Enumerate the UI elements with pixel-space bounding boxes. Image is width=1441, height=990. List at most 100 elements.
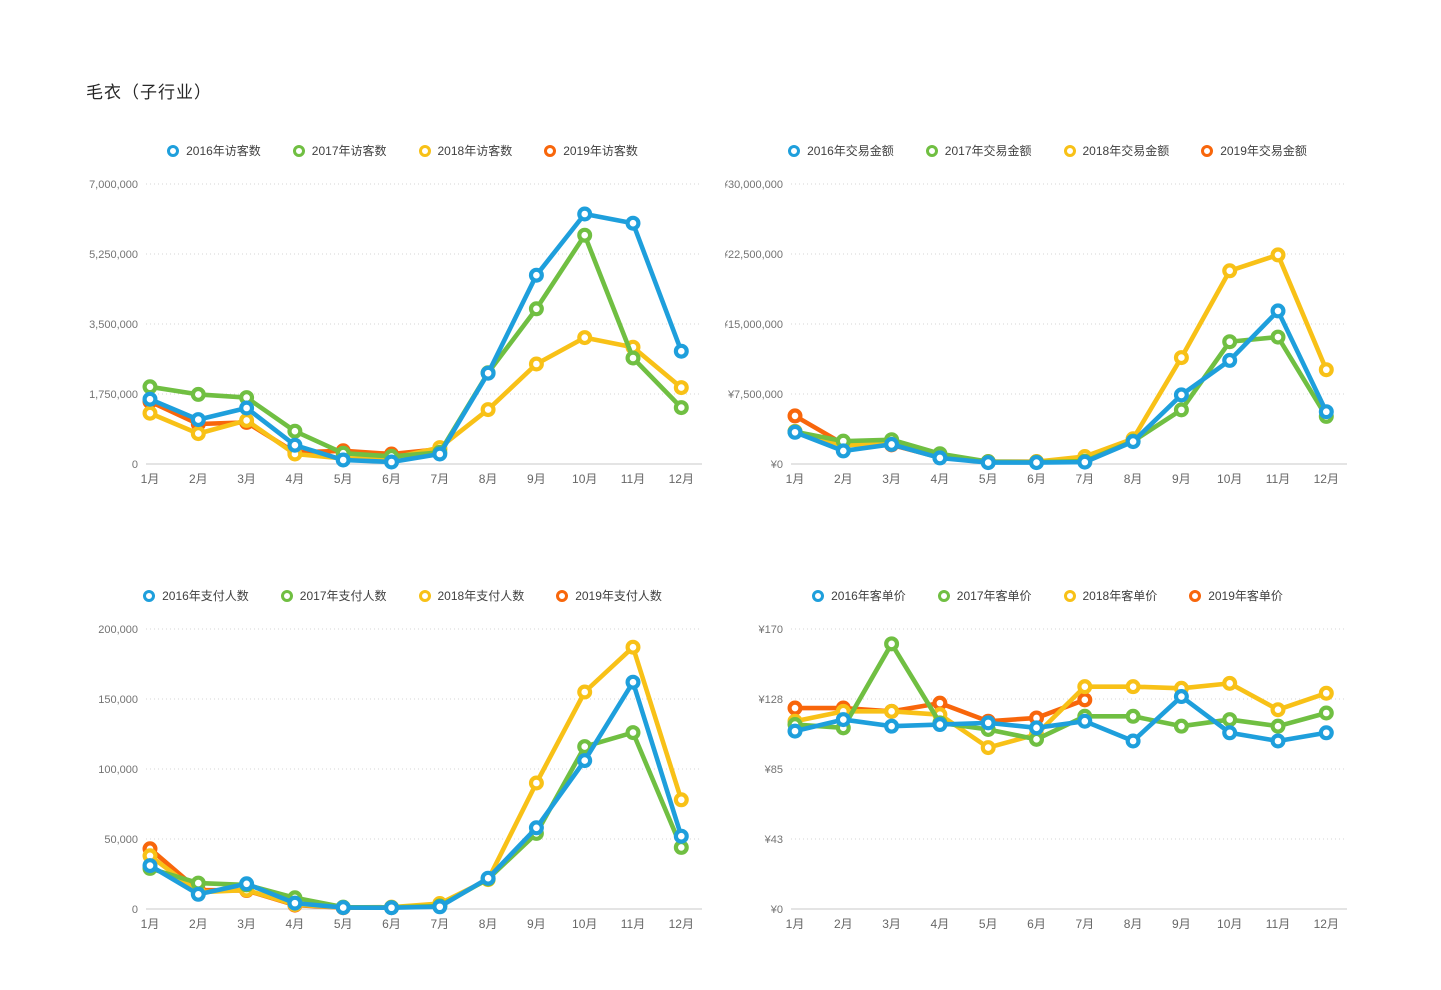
chart-legend: 2016年访客数 2017年访客数 2018年访客数 2019年访客数	[80, 142, 725, 159]
legend-ring-icon	[1063, 144, 1076, 157]
legend-item-2018年访客数[interactable]: 2018年访客数	[418, 142, 512, 159]
x-tick-label: 8月	[1124, 472, 1143, 486]
legend-item-2017年客单价[interactable]: 2017年客单价	[937, 587, 1032, 604]
chart-panel-price-per-customer: 2016年客单价 2017年客单价 2018年客单价 2019年客单价 ¥170 ¥12…	[725, 575, 1370, 940]
x-tick-label: 5月	[979, 917, 998, 931]
legend-item-2017年访客数[interactable]: 2017年访客数	[292, 142, 387, 159]
data-point	[673, 828, 689, 844]
data-point	[528, 820, 544, 836]
legend-ring-icon	[167, 144, 180, 157]
data-point	[239, 400, 255, 416]
legend-item-2017年交易金额[interactable]: 2017年交易金额	[925, 142, 1032, 159]
x-tick-label: 12月	[1314, 917, 1339, 931]
x-tick-label: 9月	[527, 472, 546, 486]
series-line-2017年支付人数	[147, 730, 684, 910]
data-point	[884, 636, 900, 652]
data-point	[787, 424, 803, 440]
data-point	[1125, 679, 1141, 695]
legend-label: 2019年客单价	[1208, 589, 1283, 603]
data-point	[1173, 402, 1189, 418]
data-point	[932, 695, 948, 711]
data-point	[528, 775, 544, 791]
y-tick-label: 100,000	[98, 764, 138, 776]
data-point	[384, 454, 400, 470]
legend-label: 2016年访客数	[186, 144, 261, 158]
y-tick-label: ¥22,500,000	[725, 249, 783, 261]
series-line-2018年交易金额	[792, 252, 1329, 465]
data-point	[190, 426, 206, 442]
x-tick-label: 9月	[1172, 472, 1191, 486]
data-point	[625, 350, 641, 366]
legend-label: 2016年交易金额	[807, 144, 894, 158]
legend-item-2019年交易金额[interactable]: 2019年交易金额	[1201, 142, 1307, 159]
y-tick-label: 0	[132, 459, 138, 471]
legend-item-2017年支付人数[interactable]: 2017年支付人数	[280, 587, 387, 604]
data-point	[980, 455, 996, 471]
x-tick-label: 10月	[1217, 917, 1242, 931]
data-point	[835, 712, 851, 728]
data-point	[1222, 352, 1238, 368]
data-point	[577, 206, 593, 222]
y-tick-label: 150,000	[98, 694, 138, 706]
legend-item-2018年客单价[interactable]: 2018年客单价	[1063, 587, 1157, 604]
legend-item-2016年支付人数[interactable]: 2016年支付人数	[143, 587, 249, 604]
legend-item-2019年支付人数[interactable]: 2019年支付人数	[556, 587, 662, 604]
x-tick-label: 5月	[979, 472, 998, 486]
page-title: 毛衣（子行业）	[86, 83, 212, 102]
x-tick-label: 3月	[237, 472, 256, 486]
legend-item-2016年客单价[interactable]: 2016年客单价	[812, 587, 906, 604]
legend-item-2016年访客数[interactable]: 2016年访客数	[167, 142, 261, 159]
line-chart: 200,000 150,000 100,000 50,000 01月 2月 3月 4月 5月 6月…	[98, 624, 702, 931]
x-tick-label: 7月	[430, 917, 449, 931]
legend-ring-icon	[1189, 589, 1202, 602]
x-tick-label: 3月	[882, 917, 901, 931]
x-tick-label: 12月	[669, 917, 694, 931]
x-tick-label: 11月	[621, 472, 645, 486]
data-point	[1125, 434, 1141, 450]
series-line-2016年交易金额	[792, 308, 1329, 465]
data-point	[673, 792, 689, 808]
legend-ring-icon	[292, 144, 305, 157]
line-chart: 7,000,000 5,250,000 3,500,000 1,750,000 01月 2…	[89, 179, 702, 486]
legend-ring-icon	[937, 589, 950, 602]
x-tick-label: 1月	[141, 917, 160, 931]
legend-label: 2019年交易金额	[1220, 144, 1307, 158]
y-tick-label: ¥0	[770, 459, 783, 471]
data-point	[1077, 454, 1093, 470]
legend-ring-icon	[1063, 589, 1076, 602]
legend-item-2019年访客数[interactable]: 2019年访客数	[544, 142, 638, 159]
legend-item-2019年客单价[interactable]: 2019年客单价	[1189, 587, 1283, 604]
legend-label: 2017年支付人数	[299, 589, 387, 603]
legend-ring-icon	[1201, 144, 1214, 157]
data-point	[673, 380, 689, 396]
legend-item-2016年交易金额[interactable]: 2016年交易金额	[788, 142, 894, 159]
data-point	[1029, 720, 1045, 736]
y-tick-label: 0	[132, 904, 138, 916]
x-tick-label: 5月	[334, 472, 353, 486]
x-tick-label: 4月	[931, 917, 950, 931]
data-point	[1270, 702, 1286, 718]
legend-item-2018年交易金额[interactable]: 2018年交易金额	[1063, 142, 1169, 159]
data-point	[432, 899, 448, 915]
y-tick-label: ¥128	[758, 694, 783, 706]
data-point	[1222, 334, 1238, 350]
y-tick-label: ¥85	[764, 764, 783, 776]
data-point	[577, 684, 593, 700]
x-tick-label: 3月	[882, 472, 901, 486]
x-tick-label: 6月	[382, 917, 401, 931]
x-tick-label: 2月	[189, 472, 208, 486]
x-tick-label: 2月	[834, 472, 853, 486]
y-tick-label: ¥43	[764, 834, 783, 846]
data-point	[625, 639, 641, 655]
x-tick-label: 8月	[479, 472, 498, 486]
x-tick-label: 7月	[1075, 472, 1094, 486]
data-point	[884, 436, 900, 452]
data-point	[142, 858, 158, 874]
series-line-2016年访客数	[147, 211, 684, 465]
data-point	[673, 400, 689, 416]
series-line-2017年客单价	[792, 641, 1329, 742]
data-point	[1318, 404, 1334, 420]
data-point	[528, 301, 544, 317]
data-point	[142, 379, 158, 395]
legend-item-2018年支付人数[interactable]: 2018年支付人数	[418, 587, 524, 604]
